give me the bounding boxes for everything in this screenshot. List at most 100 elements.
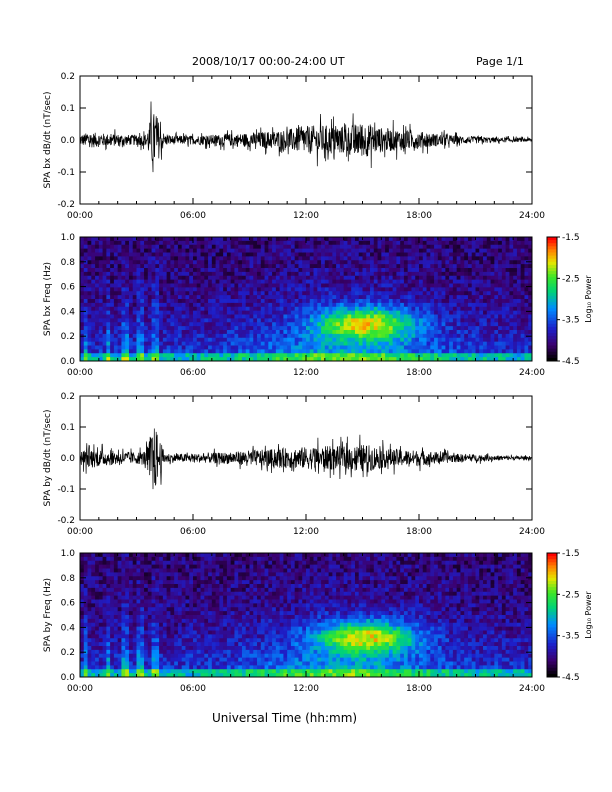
spectrogram-cell [513, 349, 518, 354]
spectrogram-cell [140, 337, 145, 343]
spectrogram-cell [385, 326, 390, 331]
spectrogram-cell [121, 330, 126, 335]
spectrogram-cell [403, 341, 409, 346]
spectrogram-cell [185, 349, 190, 354]
spectrogram-cell [87, 564, 92, 569]
spectrogram-cell [294, 264, 299, 269]
spectrogram-cell [249, 299, 254, 304]
spectrogram-cell [430, 306, 435, 312]
spectrogram-cell [185, 357, 190, 362]
spectrogram-cell [196, 279, 201, 284]
spectrogram-cell [223, 337, 228, 343]
spectrogram-cell [313, 237, 318, 242]
spectrogram-cell [479, 244, 484, 250]
spectrogram-cell [268, 275, 273, 281]
spectrogram-cell [373, 271, 378, 277]
spectrogram-cell [287, 287, 292, 292]
spectrogram-cell [170, 576, 175, 581]
spectrogram-cell [132, 244, 137, 250]
spectrogram-cell [498, 271, 503, 277]
spectrogram-cell [155, 295, 160, 300]
spectrogram-cell [151, 653, 156, 659]
spectrogram-cell [343, 318, 348, 323]
spectrogram-cell [83, 248, 88, 253]
spectrogram-cell [132, 271, 137, 277]
spectrogram-cell [445, 256, 450, 261]
spectrogram-cell [245, 318, 250, 323]
spectrogram-cell [151, 353, 156, 358]
spectrogram-cell [226, 310, 232, 315]
spectrogram-cell [524, 322, 529, 327]
spectrogram-cell [362, 330, 367, 335]
spectrogram-cell [464, 322, 469, 327]
spectrogram-cell [268, 264, 273, 269]
spectrogram-cell [91, 595, 96, 600]
spectrogram-cell [177, 314, 183, 319]
spectrogram-cell [351, 310, 356, 315]
spectrogram-cell [324, 244, 329, 250]
spectrogram-cell [302, 271, 307, 277]
spectrogram-cell [91, 330, 96, 335]
spectrogram-cell [279, 349, 284, 354]
spectrogram-cell [147, 661, 152, 666]
spectrogram-cell [396, 333, 401, 339]
spectrogram-cell [91, 357, 96, 362]
spectrogram-cell [125, 283, 130, 288]
spectrogram-cell [140, 669, 145, 674]
spectrogram-cell [121, 283, 126, 288]
spectrogram-cell [155, 279, 160, 284]
spectrogram-cell [230, 318, 235, 323]
spectrogram-cell [445, 333, 450, 339]
spectrogram-cell [219, 248, 224, 253]
spectrogram-cell [174, 302, 179, 308]
spectrogram-cell [162, 576, 168, 581]
spectrogram-cell [200, 310, 205, 315]
spectrogram-cell [483, 333, 488, 339]
spectrogram-cell [309, 256, 314, 261]
spectrogram-cell [377, 237, 382, 242]
spectrogram-cell [87, 599, 92, 604]
spectrogram-cell [321, 283, 326, 288]
spectrogram-cell [174, 268, 179, 273]
spectrogram-cell [95, 553, 100, 558]
spectrogram-cell [208, 244, 213, 250]
spectrogram-cell [332, 318, 337, 323]
spectrogram-cell [155, 572, 160, 577]
spectrogram-cell [411, 295, 416, 300]
spectrogram-cell [385, 341, 390, 346]
spectrogram-cell [400, 260, 405, 265]
spectrogram-cell [155, 576, 160, 581]
spectrogram-cell [498, 268, 503, 273]
spectrogram-cell [162, 314, 168, 319]
spectrogram-cell [102, 673, 107, 678]
spectrogram-cell [128, 595, 134, 600]
spectrogram-cell [95, 291, 100, 296]
spectrogram-cell [132, 299, 137, 304]
spectrogram-cell [80, 353, 85, 358]
spectrogram-cell [98, 599, 103, 604]
spectrogram-cell [128, 556, 134, 562]
spectrogram-cell [106, 271, 111, 277]
spectrogram-cell [181, 283, 186, 288]
spectrogram-cell [204, 299, 209, 304]
spectrogram-cell [162, 244, 168, 250]
spectrogram-cell [166, 268, 171, 273]
spectrogram-cell [351, 345, 356, 350]
spectrogram-cell [415, 337, 420, 343]
spectrogram-cell [306, 244, 311, 250]
spectrogram-cell [87, 295, 92, 300]
spectrogram-cell [456, 252, 461, 257]
spectrogram-cell [177, 657, 183, 662]
spectrogram-cell [336, 271, 341, 277]
spectrogram-cell [95, 587, 100, 593]
spectrogram-cell [147, 295, 152, 300]
spectrogram-cell [505, 345, 510, 350]
spectrogram-cell [253, 291, 258, 296]
spectrogram-cell [437, 341, 442, 346]
spectrogram-cell [113, 584, 119, 589]
spectrogram-cell [467, 264, 473, 269]
spectrogram-cell [253, 337, 258, 343]
spectrogram-cell [471, 333, 476, 339]
spectrogram-cell [520, 345, 525, 350]
spectrogram-cell [441, 357, 446, 362]
